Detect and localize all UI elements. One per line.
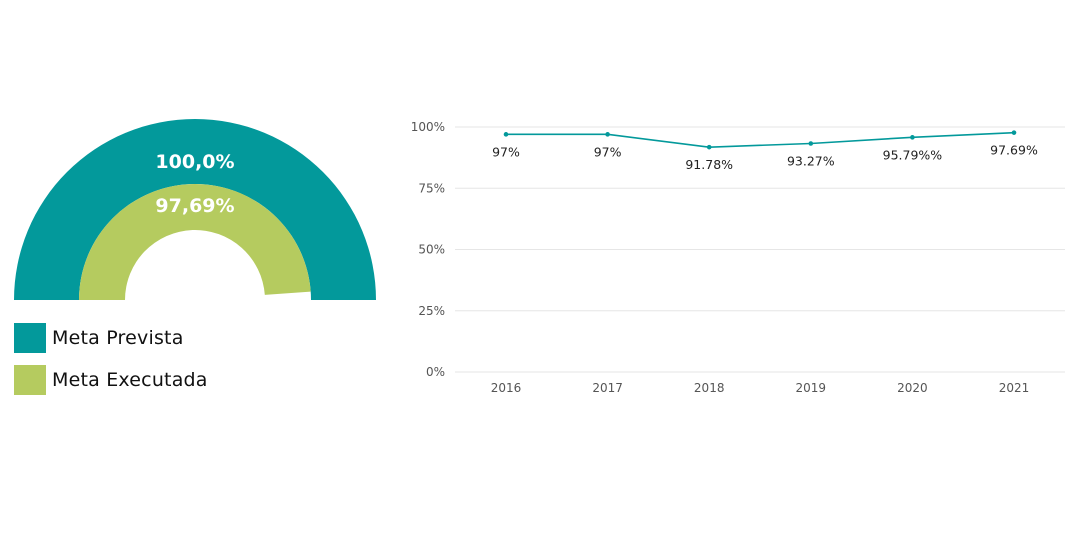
data-point — [910, 135, 915, 140]
legend-label-meta-executada: Meta Executada — [52, 368, 208, 391]
series-layer — [503, 130, 1017, 150]
y-tick-label: 75% — [418, 181, 445, 195]
gauge-chart: 100,0% 97,69% — [14, 119, 376, 300]
gauge-outer-arc — [14, 119, 376, 300]
data-point — [1011, 130, 1017, 135]
data-label: 95.79%% — [883, 147, 943, 162]
x-tick-label: 2019 — [796, 381, 827, 395]
x-tick-label: 2016 — [491, 381, 522, 395]
x-tick-label: 2017 — [592, 381, 623, 395]
gauge-inner-arc — [79, 184, 311, 300]
grid-layer — [455, 126, 1065, 373]
gauge-legend: Meta Prevista Meta Executada — [14, 322, 208, 406]
legend-item-meta-prevista: Meta Prevista — [14, 322, 208, 353]
y-tick-label: 100% — [411, 120, 445, 134]
y-tick-label: 0% — [426, 365, 445, 379]
x-tick-label: 2021 — [999, 381, 1030, 395]
data-label: 97% — [492, 144, 520, 159]
data-label: 97.69% — [990, 143, 1038, 158]
data-point — [605, 132, 610, 137]
y-tick-label: 50% — [418, 243, 445, 257]
data-label: 97% — [594, 144, 622, 159]
data-label: 91.78% — [685, 157, 733, 172]
gauge-inner-value-label: 97,69% — [155, 195, 234, 217]
gauge-outer-value-label: 100,0% — [155, 151, 234, 173]
data-point — [706, 144, 712, 150]
legend-swatch-meta-prevista — [14, 322, 46, 353]
legend-item-meta-executada: Meta Executada — [14, 364, 208, 395]
x-axis-ticks: 2016 2017 2018 2019 2020 2021 — [491, 381, 1030, 395]
data-point — [503, 132, 509, 137]
y-tick-label: 25% — [418, 304, 445, 318]
data-labels: 97% 97% 91.78% 93.27% 95.79%% 97.69% — [492, 143, 1038, 172]
data-point — [808, 141, 814, 146]
x-tick-label: 2020 — [897, 381, 928, 395]
data-label: 93.27% — [787, 153, 835, 168]
series-line — [506, 131, 1015, 148]
legend-label-meta-prevista: Meta Prevista — [52, 326, 184, 349]
legend-swatch-meta-executada — [14, 364, 46, 395]
x-tick-label: 2018 — [694, 381, 725, 395]
y-axis-ticks: 0% 25% 50% 75% 100% — [411, 120, 445, 379]
